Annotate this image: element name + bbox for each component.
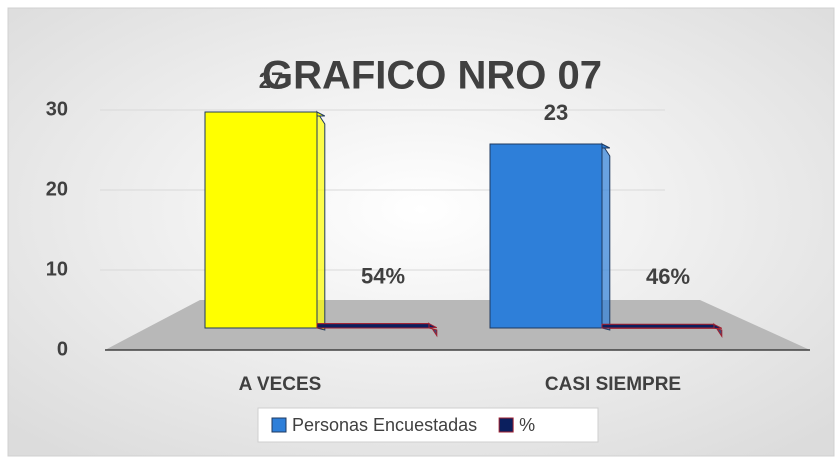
bar-side (316, 110, 326, 331)
legend: Personas Encuestadas% (257, 407, 599, 443)
data-label: 46% (646, 264, 690, 289)
x-tick-label: CASI SIEMPRE (545, 374, 681, 395)
x-tick-label: A VECES (239, 374, 322, 395)
legend-swatch (271, 417, 287, 433)
legend-label: % (519, 415, 535, 435)
bar (489, 143, 603, 329)
legend-box (257, 407, 599, 443)
bar (204, 111, 318, 329)
legend-label: Personas Encuestadas (292, 415, 477, 435)
bar-side (601, 142, 611, 331)
bar (601, 323, 715, 329)
y-tick-label: 30 (46, 98, 68, 120)
data-label: 23 (544, 100, 568, 125)
data-label: 54% (361, 263, 405, 288)
y-tick-label: 0 (57, 338, 68, 360)
y-tick-label: 10 (46, 258, 68, 280)
chart-title: GRAFICO NRO 07 (262, 54, 602, 98)
bar (316, 323, 430, 329)
y-tick-label: 20 (46, 178, 68, 200)
chart-area (7, 7, 835, 457)
data-label: 27 (259, 68, 283, 93)
legend-swatch (498, 417, 514, 433)
